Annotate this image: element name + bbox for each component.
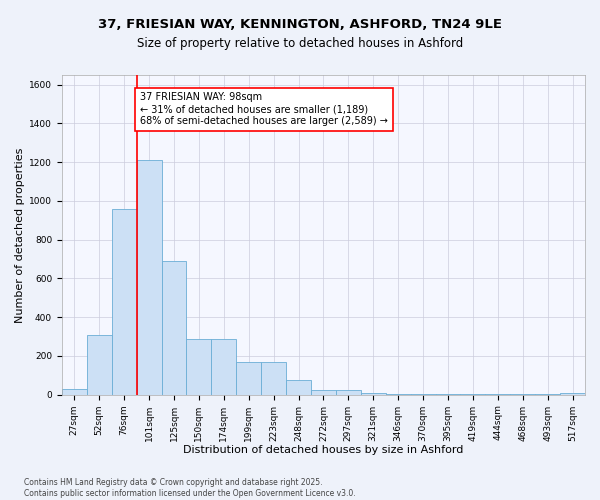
Bar xyxy=(311,390,336,394)
Bar xyxy=(361,393,386,394)
Text: 37 FRIESIAN WAY: 98sqm
← 31% of detached houses are smaller (1,189)
68% of semi-: 37 FRIESIAN WAY: 98sqm ← 31% of detached… xyxy=(140,92,388,126)
Bar xyxy=(187,338,211,394)
Bar xyxy=(560,393,585,394)
Bar xyxy=(62,389,87,394)
X-axis label: Distribution of detached houses by size in Ashford: Distribution of detached houses by size … xyxy=(183,445,464,455)
Bar xyxy=(87,334,112,394)
Text: 37, FRIESIAN WAY, KENNINGTON, ASHFORD, TN24 9LE: 37, FRIESIAN WAY, KENNINGTON, ASHFORD, T… xyxy=(98,18,502,30)
Text: Size of property relative to detached houses in Ashford: Size of property relative to detached ho… xyxy=(137,38,463,51)
Text: Contains HM Land Registry data © Crown copyright and database right 2025.
Contai: Contains HM Land Registry data © Crown c… xyxy=(24,478,356,498)
Bar xyxy=(211,338,236,394)
Bar xyxy=(336,390,361,394)
Bar xyxy=(286,380,311,394)
Bar xyxy=(236,362,261,394)
Bar xyxy=(112,208,137,394)
Bar xyxy=(261,362,286,394)
Bar xyxy=(137,160,161,394)
Bar xyxy=(161,261,187,394)
Y-axis label: Number of detached properties: Number of detached properties xyxy=(15,147,25,322)
